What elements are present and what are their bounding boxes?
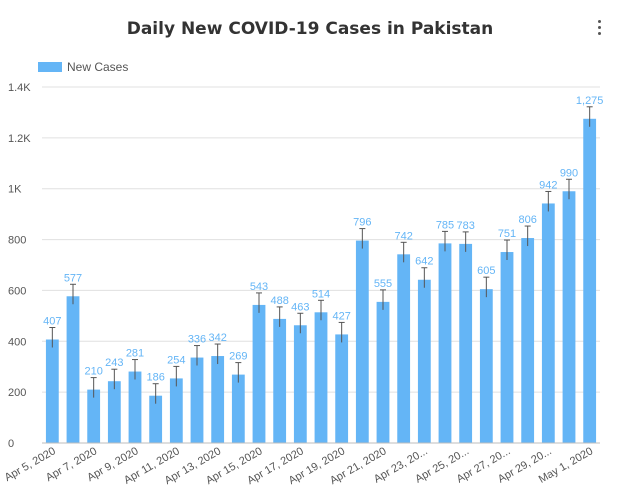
chart-title: Daily New COVID-19 Cases in Pakistan bbox=[126, 19, 494, 39]
bar bbox=[417, 279, 431, 443]
bar bbox=[45, 339, 59, 443]
data-label: 642 bbox=[415, 256, 433, 268]
bar bbox=[314, 312, 328, 443]
bar bbox=[211, 356, 225, 443]
data-label: 336 bbox=[188, 334, 206, 346]
bar bbox=[335, 334, 349, 443]
bar bbox=[273, 318, 287, 443]
data-label: 543 bbox=[250, 281, 268, 293]
bar bbox=[190, 357, 204, 443]
bar bbox=[397, 254, 411, 443]
data-label: 783 bbox=[456, 220, 474, 232]
y-tick-label: 1.2K bbox=[8, 133, 31, 145]
data-label: 1,275 bbox=[576, 95, 604, 107]
data-label: 605 bbox=[477, 265, 495, 277]
bar bbox=[169, 378, 183, 443]
bar bbox=[128, 371, 142, 443]
bar bbox=[293, 325, 307, 443]
data-label: 555 bbox=[374, 278, 392, 290]
data-label: 806 bbox=[518, 214, 536, 226]
data-label: 269 bbox=[229, 351, 247, 363]
data-label: 186 bbox=[146, 372, 164, 384]
bar bbox=[438, 243, 452, 443]
data-label: 785 bbox=[436, 219, 454, 231]
y-tick-label: 600 bbox=[8, 285, 26, 297]
vertical-dots-icon[interactable] bbox=[595, 20, 605, 36]
y-tick-label: 1K bbox=[8, 184, 22, 196]
data-label: 577 bbox=[64, 272, 82, 284]
data-label: 990 bbox=[560, 167, 578, 179]
data-label: 514 bbox=[312, 288, 330, 300]
bar bbox=[541, 203, 555, 443]
bar bbox=[521, 238, 535, 443]
y-tick-label: 400 bbox=[8, 336, 26, 348]
bar bbox=[107, 381, 121, 443]
legend-swatch-new-cases bbox=[38, 62, 62, 72]
data-label: 796 bbox=[353, 217, 371, 229]
bar bbox=[583, 118, 597, 444]
data-label: 427 bbox=[332, 310, 350, 322]
data-label: 342 bbox=[208, 332, 226, 344]
bar bbox=[562, 191, 576, 443]
data-label: 942 bbox=[539, 179, 557, 191]
bar bbox=[149, 395, 163, 443]
bar bbox=[479, 289, 493, 443]
data-label: 407 bbox=[43, 316, 61, 328]
bar bbox=[252, 304, 266, 443]
y-tick-label: 1.4K bbox=[8, 82, 31, 94]
y-tick-label: 200 bbox=[8, 387, 26, 399]
bar bbox=[459, 243, 473, 443]
bar bbox=[355, 240, 369, 443]
legend-label-new-cases: New Cases bbox=[67, 60, 129, 74]
y-tick-label: 0 bbox=[8, 438, 14, 450]
data-label: 254 bbox=[167, 354, 185, 366]
bar bbox=[66, 296, 80, 443]
data-label: 463 bbox=[291, 301, 309, 313]
data-label: 488 bbox=[270, 295, 288, 307]
data-label: 243 bbox=[105, 357, 123, 369]
data-label: 751 bbox=[498, 228, 516, 240]
bar bbox=[376, 301, 390, 443]
bar bbox=[231, 374, 245, 443]
data-label: 281 bbox=[126, 348, 144, 360]
data-label: 742 bbox=[394, 230, 412, 242]
legend[interactable]: New Cases bbox=[38, 60, 128, 74]
bar bbox=[87, 389, 101, 443]
bar bbox=[500, 252, 514, 443]
data-label: 210 bbox=[84, 366, 102, 378]
y-tick-label: 800 bbox=[8, 235, 26, 247]
